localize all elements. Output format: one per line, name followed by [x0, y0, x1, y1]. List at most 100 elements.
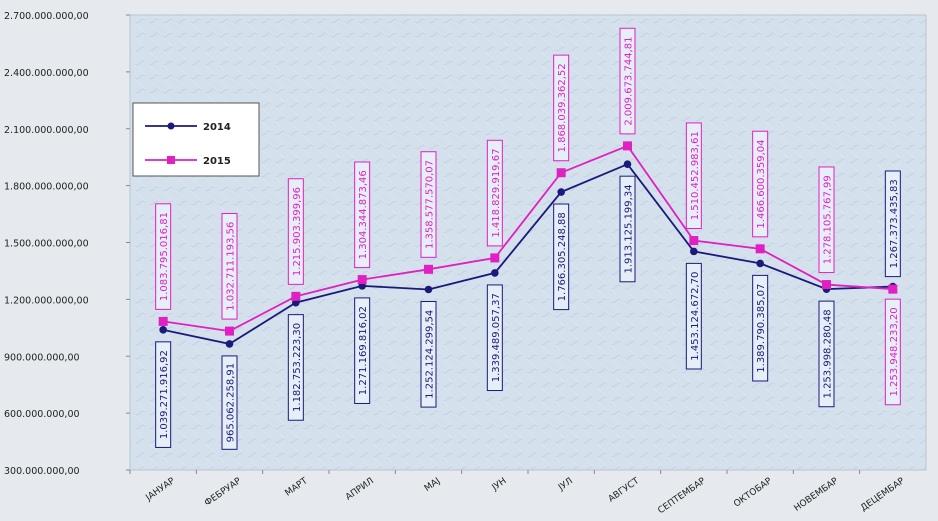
- legend-marker: [167, 156, 175, 164]
- data-label-2014-text: 1.253.998.280,48: [823, 309, 834, 398]
- data-label-2015: 1.358.577.570,07: [420, 151, 437, 258]
- data-label-2014-box: [486, 284, 503, 392]
- data-labels: 1.083.795.016,81 1.039.271.916,92 1.032.71…: [155, 27, 901, 450]
- series-line-2014: [162, 163, 893, 345]
- data-label-2014: 1.252.124.299,54: [420, 300, 437, 408]
- data-label-2015: 1.510.452.983,61: [685, 122, 702, 230]
- data-point-2015: [888, 284, 898, 294]
- data-label-2015: 1.032.711.193,56: [221, 212, 238, 320]
- legend-label: 2015: [203, 156, 231, 167]
- data-label-2015-text: 1.418.829.919,67: [491, 149, 502, 238]
- legend-label: 2014: [203, 122, 231, 133]
- y-tick-label: 1.200.000.000,00: [4, 295, 89, 306]
- data-label-2014: 1.182.753.223,30: [287, 314, 304, 421]
- data-label-2015-box: [354, 161, 371, 269]
- data-label-2015-text: 1.253.948.233,20: [889, 307, 900, 396]
- data-label-2015-box: [221, 212, 238, 320]
- y-tick-label: 1.500.000.000,00: [4, 239, 89, 250]
- data-label-2014-box: [619, 175, 636, 283]
- y-tick-label: 1.800.000.000,00: [4, 182, 89, 193]
- data-point-2014: [159, 326, 167, 334]
- data-label-2014-text: 1.766.305.248,88: [557, 212, 568, 301]
- data-point-2014: [756, 259, 764, 268]
- data-label-2015-text: 1.083.795.016,81: [159, 212, 170, 301]
- data-label-2015-text: 1.032.711.193,56: [226, 222, 237, 311]
- data-label-2015: 1.304.344.873,46: [354, 161, 371, 269]
- series-2014: [159, 160, 897, 348]
- data-label-2014: 1.039.271.916,92: [155, 341, 172, 448]
- legend-box: [132, 102, 260, 177]
- data-label-2015: 1.466.600.359,04: [752, 130, 769, 238]
- series-2015: [158, 141, 898, 336]
- data-label-2014-box: [155, 341, 172, 448]
- data-label-2014-box: [287, 314, 304, 421]
- data-point-2015: [755, 244, 765, 254]
- data-point-2015: [225, 326, 234, 336]
- data-point-2015: [556, 168, 566, 178]
- data-label-2015-text: 1.278.105.767,99: [823, 175, 834, 264]
- data-label-2015-box: [619, 27, 636, 135]
- data-label-2015: 1.253.948.233,20: [884, 298, 901, 406]
- data-label-2015-box: [884, 298, 901, 406]
- data-label-2014-text: 1.271.169.816,02: [358, 306, 369, 395]
- data-point-2015: [623, 141, 632, 151]
- data-label-2014-text: 1.913.125.199,34: [624, 184, 635, 273]
- data-label-2014-text: 1.389.790.385,07: [756, 284, 767, 373]
- data-label-2014-box: [221, 355, 238, 450]
- data-label-2015-text: 1.304.344.873,46: [358, 170, 369, 259]
- data-label-2015: 1.418.829.919,67: [486, 139, 503, 247]
- data-label-2015-box: [155, 203, 172, 310]
- data-label-2015-text: 2.009.673.744,81: [624, 37, 635, 126]
- data-label-2014-box: [354, 297, 371, 404]
- data-label-2014-box: [752, 274, 769, 382]
- data-label-2014-text: 1.339.489.057,37: [491, 293, 502, 382]
- data-label-2014: 1.253.998.280,48: [818, 300, 835, 408]
- data-point-2015: [424, 264, 433, 274]
- data-point-2014: [557, 188, 565, 196]
- legend-item-2014: 2014: [145, 122, 231, 133]
- y-tick-label: 600.000.000,00: [4, 409, 80, 420]
- data-label-2015-box: [486, 139, 503, 247]
- data-label-2015-text: 1.466.600.359,04: [756, 140, 767, 229]
- data-label-2015-text: 1.510.452.983,61: [690, 131, 701, 220]
- data-label-2014-box: [818, 300, 835, 408]
- data-label-2015-box: [752, 130, 769, 238]
- data-label-2015-box: [420, 151, 437, 258]
- y-tick-label: 2.100.000.000,00: [4, 125, 89, 136]
- data-label-2015-box: [287, 178, 304, 285]
- data-label-2014: 1.453.124.672,70: [685, 262, 702, 370]
- data-label-2015: 1.215.903.399,96: [287, 178, 304, 285]
- data-label-2015-text: 1.358.577.570,07: [425, 160, 436, 249]
- y-tick-label: 2.400.000.000,00: [4, 68, 89, 79]
- data-point-2015: [689, 236, 699, 246]
- data-label-2014-text: 965.062.258,91: [226, 363, 237, 443]
- data-label-2014-text: 1.182.753.223,30: [292, 323, 303, 412]
- data-label-2014-box: [685, 262, 702, 370]
- data-point-2014: [424, 285, 433, 294]
- data-label-2014: 965.062.258,91: [221, 355, 238, 450]
- data-point-2015: [158, 316, 168, 326]
- data-label-2014: 1.339.489.057,37: [486, 284, 503, 392]
- data-label-2014-text: 1.267.373.435,83: [889, 179, 900, 268]
- y-tick-label: 900.000.000,00: [4, 352, 80, 363]
- data-label-2014-box: [420, 300, 437, 408]
- data-point-2014: [623, 160, 632, 168]
- plot-area: [129, 14, 927, 471]
- data-label-2014-box: [553, 203, 570, 311]
- y-tick-label: 300.000.000,00: [4, 466, 80, 477]
- legend: 2014 2015: [132, 102, 260, 177]
- data-label-2015-box: [553, 54, 570, 162]
- data-label-2015-box: [818, 166, 835, 274]
- data-label-2015-text: 1.868.039.362,52: [557, 63, 568, 152]
- data-label-2014-text: 1.039.271.916,92: [159, 350, 170, 439]
- data-label-2014: 1.271.169.816,02: [354, 297, 371, 404]
- data-point-2014: [491, 269, 499, 277]
- data-label-2015: 1.083.795.016,81: [155, 203, 172, 310]
- data-label-2014-text: 1.453.124.672,70: [690, 272, 701, 361]
- y-tick-label: 2.700.000.000,00: [4, 11, 89, 22]
- data-point-2015: [490, 253, 500, 263]
- data-label-2015: 1.868.039.362,52: [553, 54, 570, 162]
- legend-marker: [167, 122, 175, 130]
- data-point-2015: [822, 280, 831, 290]
